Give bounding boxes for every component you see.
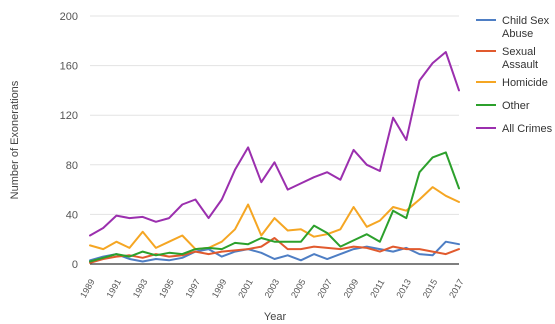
x-tick-label: 1997 — [183, 277, 202, 299]
x-tick-label: 2011 — [368, 278, 386, 300]
series-line-all-crimes — [89, 51, 460, 237]
series-line-child-sex-abuse — [89, 240, 460, 263]
series-lines — [89, 51, 460, 264]
y-tick-label: 120 — [60, 110, 78, 122]
series-line-sexual-assault — [89, 237, 460, 264]
grid-lines — [90, 15, 459, 265]
x-tick-label: 2015 — [421, 277, 440, 299]
x-tick-label: 2007 — [315, 277, 334, 299]
y-tick-label: 80 — [66, 160, 78, 172]
x-axis-ticks: 1989 1991 1993 1995 1997 1999 2001 2003 2005 2007… — [78, 277, 466, 299]
legend-label: All Crimes — [502, 123, 553, 135]
legend-label: Homicide — [502, 77, 548, 89]
y-axis-title: Number of Exonerations — [9, 80, 21, 199]
x-tick-label: 2009 — [342, 277, 361, 299]
x-tick-label: 1989 — [78, 277, 97, 299]
y-tick-label: 40 — [66, 209, 78, 221]
legend: Child Sex Abuse Sexual Assault Homicide Other… — [476, 15, 553, 135]
y-tick-label: 160 — [60, 61, 78, 73]
y-axis-ticks: 0 40 80 120 160 200 — [60, 11, 78, 271]
y-tick-label: 0 — [72, 259, 78, 271]
series-line-other — [89, 151, 460, 263]
x-tick-label: 1991 — [104, 277, 123, 299]
y-tick-label: 200 — [60, 11, 78, 23]
x-tick-label: 2017 — [447, 277, 466, 299]
legend-label: Other — [502, 100, 530, 112]
x-tick-label: 1995 — [157, 277, 176, 299]
x-tick-label: 2001 — [236, 277, 255, 299]
x-tick-label: 2003 — [263, 277, 282, 299]
x-tick-label: 2013 — [394, 277, 413, 299]
x-tick-label: 1993 — [131, 277, 150, 299]
x-axis-title: Year — [264, 311, 287, 323]
x-tick-label: 2005 — [289, 277, 308, 299]
series-line-homicide — [89, 186, 460, 251]
legend-label: Child Sex Abuse — [502, 15, 550, 40]
x-tick-label: 1999 — [210, 277, 229, 299]
legend-label: Sexual Assault — [502, 46, 538, 71]
